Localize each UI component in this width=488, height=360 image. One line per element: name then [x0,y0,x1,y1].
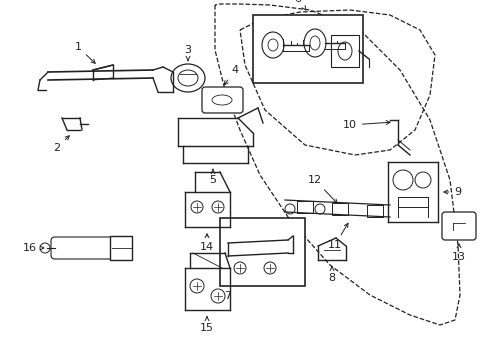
Text: 13: 13 [451,244,465,262]
Text: 15: 15 [200,317,214,333]
Bar [330,35,358,67]
Text: 8: 8 [328,267,335,283]
Circle shape [210,289,224,303]
Circle shape [264,262,275,274]
Bar [252,15,362,83]
Bar [296,201,312,213]
Text: 7: 7 [224,291,231,301]
Text: 14: 14 [200,234,214,252]
Bar [220,218,305,286]
Ellipse shape [337,42,351,60]
Circle shape [190,279,203,293]
Ellipse shape [304,29,325,57]
Text: 3: 3 [184,45,191,60]
Circle shape [234,262,245,274]
Circle shape [392,170,412,190]
Text: 1: 1 [74,42,95,63]
FancyBboxPatch shape [51,237,114,259]
Ellipse shape [262,32,284,58]
Circle shape [314,204,325,214]
Circle shape [414,172,430,188]
FancyBboxPatch shape [441,212,475,240]
Circle shape [212,201,224,213]
Ellipse shape [309,36,319,50]
Circle shape [191,201,203,213]
FancyBboxPatch shape [202,87,243,113]
Text: 9: 9 [443,187,461,197]
Bar [110,236,132,260]
Text: 6: 6 [294,0,305,10]
Text: 16: 16 [23,243,44,253]
Text: 10: 10 [342,120,389,130]
Text: 4: 4 [224,65,238,85]
Text: 2: 2 [53,136,69,153]
Text: 12: 12 [307,175,337,203]
Ellipse shape [212,95,231,105]
Circle shape [40,243,50,253]
Text: 11: 11 [327,223,347,250]
Ellipse shape [178,70,198,86]
Text: 5: 5 [209,169,216,185]
Ellipse shape [171,64,204,92]
Circle shape [285,204,294,214]
Ellipse shape [267,39,278,51]
Bar [331,203,347,215]
Bar [366,205,382,217]
